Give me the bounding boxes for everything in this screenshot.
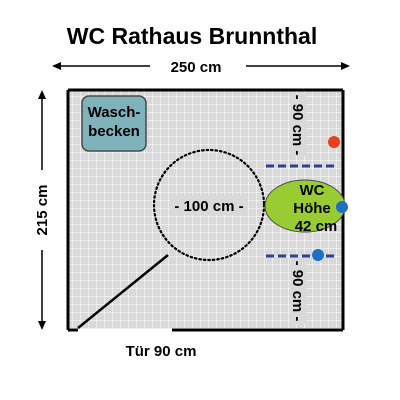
height-label: 215 cm: [34, 185, 51, 236]
sink-label-line1: Wasch-: [88, 104, 141, 121]
clearance-label-top-bg: [290, 94, 306, 156]
width-arrowhead-right: [341, 62, 350, 70]
toilet-label-line2: Höhe: [293, 200, 331, 217]
sink: [81, 95, 147, 152]
turning-circle-label-bg: [170, 196, 248, 215]
toilet-label-line1: WC: [300, 182, 325, 199]
clearance-label-bottom-bg: [290, 258, 306, 324]
sink-label-line2: becken: [88, 123, 140, 140]
width-dimension: 250 cm: [52, 59, 350, 76]
clearance-label-top: - 90 cm -: [289, 95, 306, 156]
width-label: 250 cm: [171, 59, 222, 76]
height-arrowhead-bottom: [38, 321, 46, 330]
plan-title: WC Rathaus Brunnthal: [67, 23, 317, 49]
turning-circle: [152, 148, 266, 262]
clearance-label-bottom: - 90 cm -: [289, 261, 306, 322]
height-arrowhead-top: [38, 90, 46, 99]
alarm-button-icon: [328, 136, 340, 148]
turning-circle-label: - 100 cm -: [174, 198, 243, 215]
height-dimension: 215 cm: [34, 90, 51, 330]
light-button-icon: [312, 249, 324, 261]
flush-button-icon: [336, 201, 348, 213]
door-leaf: [77, 254, 169, 329]
toilet-label-line3: 42 cm: [295, 218, 338, 235]
width-arrowhead-left: [52, 62, 61, 70]
door-label: Tür 90 cm: [126, 343, 197, 360]
